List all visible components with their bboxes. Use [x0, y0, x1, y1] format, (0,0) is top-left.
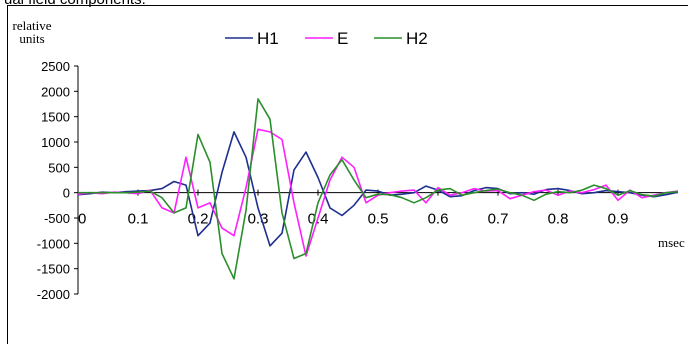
x-tick-label: 0.2	[188, 211, 209, 228]
x-tick-label: 0.5	[368, 211, 389, 228]
y-ticks: 2500 2000 1500 1000 500 0 -500 -1000 -1500 -2000	[37, 59, 78, 302]
x-ticks: 0 0.1 0.2 0.3 0.4 0.5 0.6 0.7 0.8 0.9	[77, 189, 629, 228]
y-axis-label-line2: units	[19, 31, 44, 46]
y-tick-label: 2500	[41, 59, 70, 74]
y-tick-label: -1500	[37, 262, 70, 277]
y-tick-label: 500	[48, 160, 70, 175]
x-tick-label: 0.9	[608, 211, 629, 228]
y-tick-label: -1000	[37, 236, 70, 251]
y-tick-label: -500	[44, 211, 70, 226]
legend-label-h2: H2	[406, 29, 428, 48]
series-line-h2	[78, 98, 679, 280]
series-line-e	[77, 128, 679, 257]
y-tick-label: -2000	[37, 287, 70, 302]
x-tick-label: 0.8	[548, 211, 569, 228]
caption-fragment: ual field components.	[4, 0, 146, 8]
x-tick-label: 0.1	[128, 211, 149, 228]
series-lines	[77, 98, 679, 280]
legend: H1 E H2	[225, 29, 428, 48]
y-tick-label: 0	[63, 186, 70, 201]
legend-label-e: E	[337, 29, 348, 48]
y-tick-label: 2000	[41, 84, 70, 99]
plot-frame	[7, 5, 688, 344]
x-axis-label: msec	[658, 235, 685, 250]
y-axis-label-line1: relative	[13, 18, 52, 33]
y-tick-label: 1000	[41, 135, 70, 150]
series-line-h1	[77, 131, 679, 247]
legend-label-h1: H1	[257, 29, 279, 48]
x-tick-label: 0	[78, 211, 86, 228]
x-tick-label: 0.3	[248, 211, 269, 228]
x-tick-label: 0.6	[428, 211, 449, 228]
x-tick-label: 0.7	[488, 211, 509, 228]
y-tick-label: 1500	[41, 110, 70, 125]
